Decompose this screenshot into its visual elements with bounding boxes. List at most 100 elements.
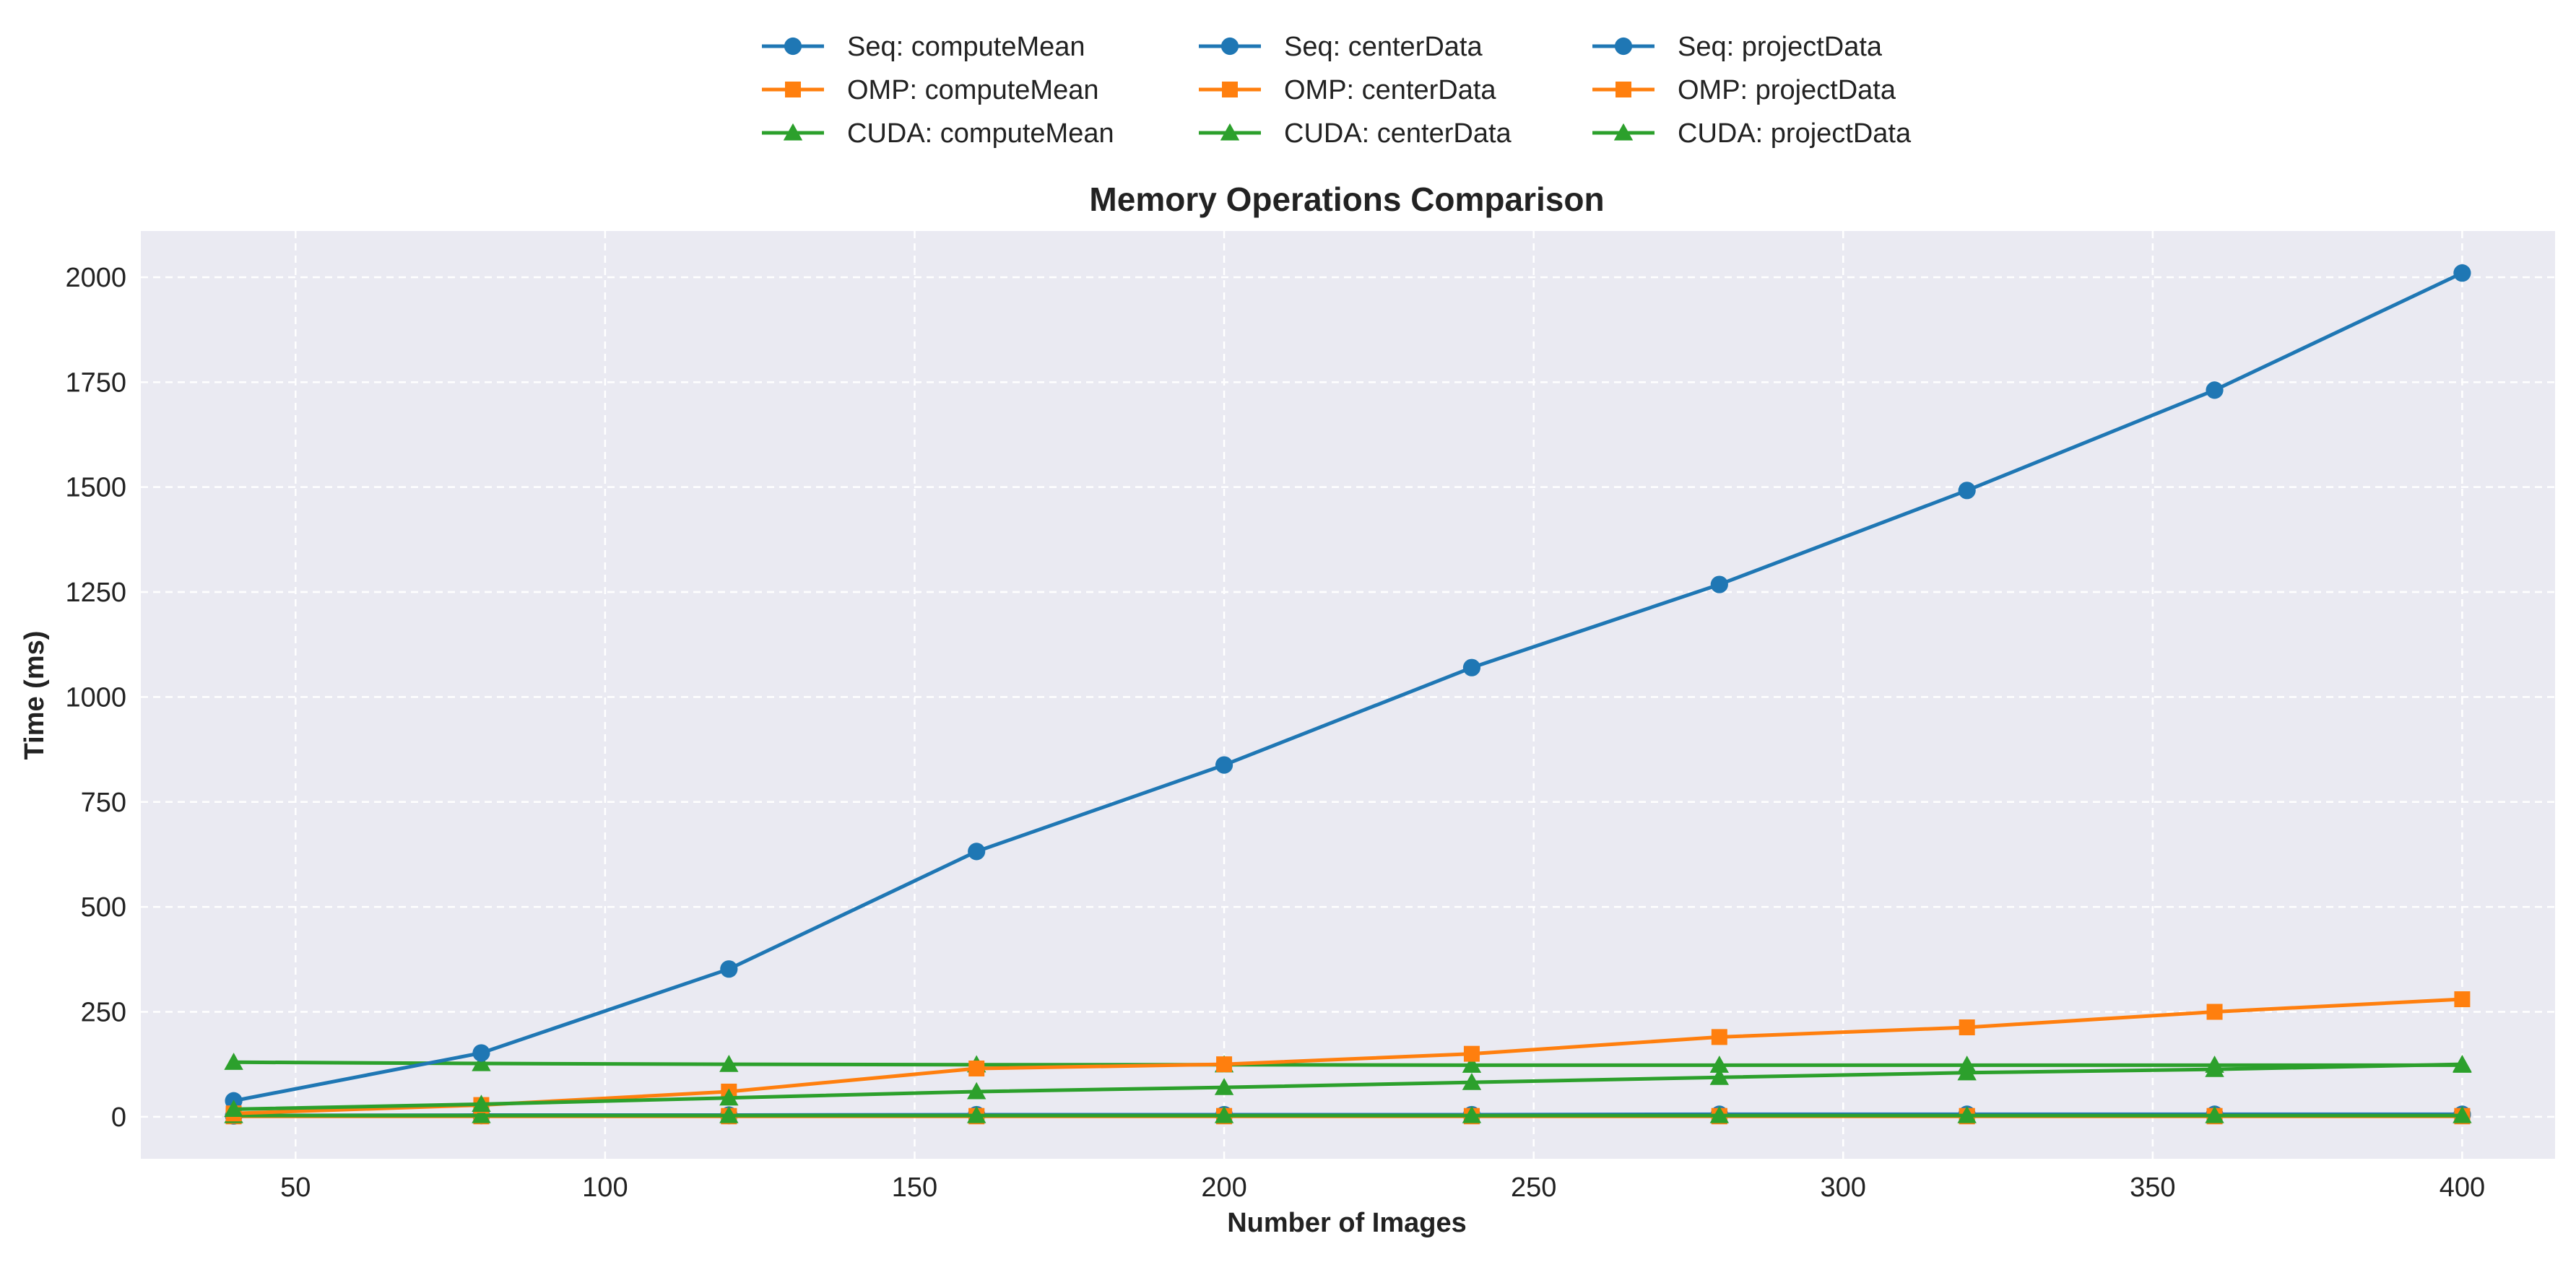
data-point: [2206, 1004, 2223, 1020]
data-point: [719, 1088, 739, 1106]
data-point: [1957, 1063, 1977, 1081]
data-point: [1216, 1056, 1233, 1073]
x-tick-label: 100: [582, 1172, 628, 1203]
y-tick-label: 750: [81, 788, 126, 818]
legend-marker: [1222, 82, 1238, 97]
y-tick-label: 1500: [65, 473, 126, 503]
legend-label: CUDA: projectData: [1678, 118, 1912, 149]
series-cuda-projectdata: [224, 1054, 2472, 1117]
legend-item-omp-centerdata: OMP: centerData: [1199, 75, 1496, 105]
legend-item-omp-computemean: OMP: computeMean: [762, 75, 1098, 105]
data-point: [1215, 756, 1233, 774]
x-axis-label: Number of Images: [1227, 1208, 1467, 1238]
series-seq-projectdata: [225, 264, 2471, 1110]
data-point: [2205, 1105, 2224, 1123]
data-point: [968, 1060, 985, 1076]
legend-marker: [785, 82, 801, 97]
x-tick-label: 250: [1511, 1172, 1556, 1203]
data-point: [1463, 1045, 1480, 1062]
legend-item-seq-centerdata: Seq: centerData: [1199, 32, 1483, 62]
data-point: [1709, 1105, 1730, 1123]
x-tick-label: 150: [892, 1172, 937, 1203]
series-cuda-computemean: [224, 1053, 2472, 1073]
data-point: [2205, 1059, 2224, 1077]
data-point: [2453, 1054, 2472, 1072]
data-point: [472, 1053, 491, 1071]
plot-area: [141, 231, 2555, 1159]
data-point: [224, 1100, 243, 1117]
legend-marker: [783, 123, 803, 141]
series-line: [233, 1060, 2463, 1067]
x-tick-label: 50: [280, 1172, 311, 1203]
series-line: [233, 997, 2463, 1115]
legend-label: Seq: computeMean: [847, 32, 1085, 62]
legend-marker: [784, 37, 802, 56]
legend-marker: [1220, 37, 1239, 56]
legend-label: Seq: projectData: [1678, 32, 1883, 62]
data-point: [1462, 658, 1481, 676]
legend-item-seq-projectdata: Seq: projectData: [1592, 32, 1883, 62]
data-point: [966, 1082, 986, 1100]
data-point: [966, 1105, 986, 1123]
data-point: [472, 1095, 491, 1112]
legend-marker: [1613, 123, 1634, 141]
legend-item-omp-projectdata: OMP: projectData: [1592, 75, 1896, 105]
data-point: [2206, 381, 2224, 399]
data-point: [1214, 1105, 1234, 1123]
data-point: [1711, 1029, 1727, 1045]
legend-item-seq-computemean: Seq: computeMean: [762, 32, 1085, 62]
legend-label: OMP: centerData: [1284, 75, 1496, 105]
series-lines: [224, 264, 2472, 1125]
y-axis-label: Time (ms): [19, 631, 50, 760]
data-point: [472, 1105, 491, 1123]
y-tick-label: 1250: [65, 578, 126, 608]
legend: Seq: computeMean OMP: computeMean CUDA: co…: [762, 32, 1912, 149]
y-tick-label: 1000: [65, 682, 126, 713]
data-point: [1709, 1067, 1730, 1085]
legend-marker: [1614, 37, 1633, 56]
data-point: [1214, 1077, 1234, 1095]
data-point: [2453, 1105, 2472, 1123]
data-point: [2454, 991, 2471, 1008]
y-tick-label: 0: [111, 1102, 126, 1133]
data-point: [2453, 264, 2471, 282]
data-point: [224, 1053, 243, 1070]
data-point: [1959, 1019, 1975, 1036]
data-point: [720, 960, 738, 978]
legend-item-cuda-centerdata: CUDA: centerData: [1199, 118, 1512, 149]
data-point: [1710, 575, 1728, 593]
legend-marker: [1616, 82, 1631, 97]
legend-label: CUDA: computeMean: [847, 118, 1114, 149]
data-point: [1958, 482, 1976, 500]
data-point: [1462, 1105, 1482, 1123]
chart-title: Memory Operations Comparison: [1089, 180, 1604, 218]
series-line: [233, 1062, 2463, 1111]
y-tick-label: 250: [81, 997, 126, 1027]
legend-item-cuda-computemean: CUDA: computeMean: [762, 118, 1114, 149]
data-point: [719, 1054, 739, 1072]
legend-marker: [1220, 123, 1240, 141]
legend-label: Seq: centerData: [1284, 32, 1483, 62]
legend-label: OMP: projectData: [1678, 75, 1896, 105]
data-point: [1462, 1056, 1482, 1073]
y-tick-label: 2000: [65, 263, 126, 293]
x-tick-label: 400: [2440, 1172, 2485, 1203]
x-axis-ticks: 50 100 150 200 250 300 350 400: [280, 1172, 2485, 1203]
data-point: [1462, 1072, 1482, 1090]
data-point: [719, 1105, 739, 1123]
data-point: [1709, 1056, 1730, 1073]
x-tick-label: 200: [1201, 1172, 1246, 1203]
data-point: [472, 1044, 490, 1062]
data-point: [1957, 1105, 1977, 1123]
legend-label: CUDA: centerData: [1284, 118, 1512, 149]
y-tick-label: 500: [81, 892, 126, 923]
legend-label: OMP: computeMean: [847, 75, 1098, 105]
y-tick-label: 1750: [65, 367, 126, 398]
series-line: [233, 271, 2463, 1103]
legend-item-cuda-projectdata: CUDA: projectData: [1592, 118, 1912, 149]
y-axis-ticks: 0 250 500 750 1000 1250 1500 1750 2000: [65, 263, 126, 1133]
data-point: [968, 843, 986, 861]
x-tick-label: 300: [1821, 1172, 1866, 1203]
x-tick-label: 350: [2130, 1172, 2175, 1203]
